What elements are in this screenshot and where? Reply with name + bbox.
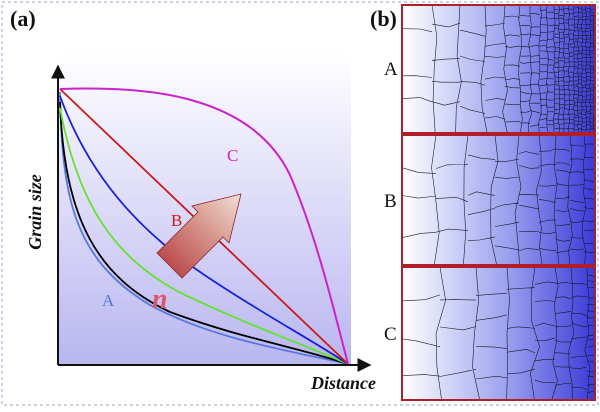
microstructure-a (401, 4, 596, 134)
grain-boundaries (401, 266, 596, 401)
n-arrow-label: n (152, 284, 168, 315)
curve-c (59, 87, 349, 365)
panel-a-label: (a) (10, 6, 36, 31)
row-label-c: C (384, 324, 397, 345)
curve-2 (59, 101, 349, 365)
x-axis-title: Distance (310, 373, 376, 393)
grain-boundaries (401, 134, 596, 266)
increasing-n-arrow (156, 193, 242, 279)
curve-a (59, 91, 349, 365)
curve-4 (59, 95, 349, 365)
panel-b-label: (b) (370, 6, 397, 31)
microstructure-c (401, 266, 596, 401)
curve-3 (59, 107, 349, 365)
curve-label-c: C (227, 146, 238, 165)
row-label-b: B (384, 191, 397, 212)
panel-b: (b) A B C (370, 4, 596, 401)
grain-network-b (401, 134, 596, 266)
microstructure-b-frame (401, 134, 596, 266)
microstructure-c-background (402, 267, 595, 400)
y-axis-title: Grain size (25, 174, 45, 250)
row-label-a: A (384, 59, 398, 80)
microstructure-b (401, 134, 596, 266)
grain-size-curves (59, 87, 349, 365)
microstructure-b-background (402, 135, 595, 265)
microstructure-c-frame (401, 266, 596, 401)
curve-label-b: B (171, 211, 182, 230)
panel-a: (a) n A B C Grain size Distance (10, 6, 376, 393)
grain-network-a (401, 4, 596, 134)
curve-label-a: A (102, 291, 115, 310)
grain-boundaries (401, 4, 596, 134)
microstructure-a-frame (401, 4, 596, 134)
figure-border (1, 1, 599, 406)
grain-network-c (401, 266, 596, 401)
